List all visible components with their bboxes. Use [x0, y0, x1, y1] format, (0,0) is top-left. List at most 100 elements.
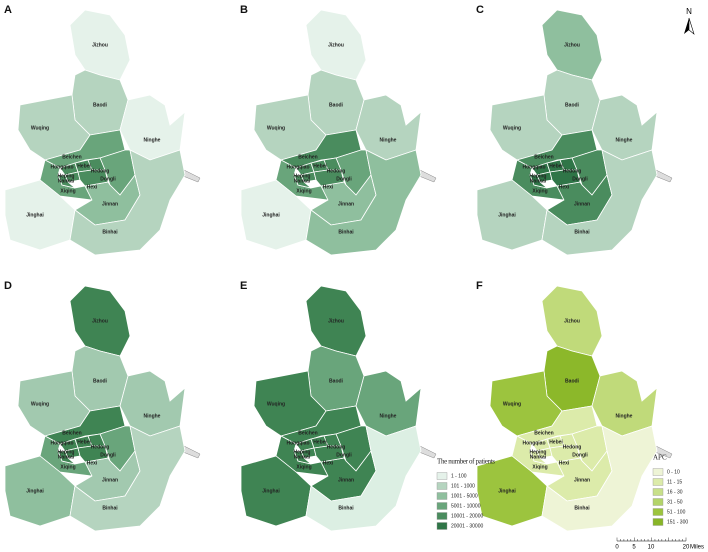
- district-label: Nankai: [58, 454, 75, 460]
- district: [313, 445, 345, 463]
- district-label: Wuqing: [503, 401, 521, 407]
- district-label: Hebei: [77, 439, 91, 445]
- legend-swatch: [652, 478, 664, 486]
- north-arrow: N: [684, 7, 695, 35]
- district-label: Wuqing: [31, 401, 49, 407]
- district-label: Hedong: [91, 168, 110, 174]
- district-label: Hedong: [327, 444, 346, 450]
- district-label: Hebei: [77, 163, 91, 169]
- scale-label: 10: [648, 545, 655, 551]
- map-panel: C Jizhou Baodi Wuqing Ninghe Beichen Xiqing Don…: [476, 4, 673, 256]
- legend-label: 101 - 1000: [451, 483, 475, 489]
- district-label: Dongli: [100, 452, 116, 458]
- district-label: Baodi: [93, 378, 108, 384]
- district-label: Binhai: [574, 229, 590, 235]
- legend-swatch: [652, 468, 664, 476]
- legend-swatch: [652, 518, 664, 526]
- panel-letter: E: [240, 280, 247, 292]
- district-label: Ninghe: [616, 413, 633, 419]
- district-label: Heping: [530, 173, 547, 179]
- map-panel: D Jizhou Baodi Wuqing Ninghe Beichen Xiqing Don…: [4, 280, 201, 532]
- district: [77, 445, 109, 463]
- district-label: Binhai: [102, 229, 118, 235]
- district-label: Xiqing: [296, 464, 311, 470]
- district-label: Wuqing: [267, 401, 285, 407]
- district-label: Heping: [294, 449, 311, 455]
- district: [69, 285, 131, 357]
- district-label: Hexi: [87, 184, 98, 190]
- district-label: Binhai: [338, 505, 354, 511]
- district-label: Heping: [294, 173, 311, 179]
- district: [69, 425, 186, 532]
- district-label: Wuqing: [267, 125, 285, 131]
- district-label: Hexi: [323, 460, 334, 466]
- district-label: Xiqing: [532, 188, 547, 194]
- district-label: Hexi: [323, 184, 334, 190]
- district-label: Jizhou: [92, 318, 108, 324]
- district-label: Baodi: [565, 378, 580, 384]
- map-panel: E Jizhou Baodi Wuqing Ninghe Beichen Xiqing Don…: [240, 280, 437, 532]
- district-label: Beichen: [62, 430, 81, 436]
- district-label: Baodi: [329, 102, 344, 108]
- map-panel: A Jizhou Baodi Wuqing Ninghe Beichen Xiqing Don…: [4, 4, 201, 256]
- district: [293, 174, 312, 189]
- district-label: Jizhou: [564, 42, 580, 48]
- district: [313, 169, 345, 187]
- district: [305, 9, 367, 81]
- district: [549, 169, 581, 187]
- district-label: Hongqiao: [50, 164, 73, 170]
- district-label: Hexi: [87, 460, 98, 466]
- legend-swatch: [436, 522, 448, 530]
- legend: The number of patients 1 - 100 101 - 1000 1…: [436, 458, 495, 530]
- legend-title: APC: [653, 454, 667, 462]
- district-label: Beichen: [534, 154, 553, 160]
- legend-swatch: [652, 508, 664, 516]
- district-label: Binhai: [102, 505, 118, 511]
- legend-swatch: [436, 492, 448, 500]
- district-label: Jinghai: [262, 488, 280, 494]
- district-label: Wuqing: [503, 125, 521, 131]
- district-label: Jinghai: [262, 212, 280, 218]
- panel-letter: D: [4, 280, 12, 292]
- district-label: Nankai: [530, 178, 547, 184]
- district-label: Jinghai: [26, 488, 44, 494]
- scale-label: 0: [615, 545, 619, 551]
- district-label: Heping: [58, 449, 75, 455]
- district: [541, 425, 658, 532]
- district-label: Dongli: [572, 176, 588, 182]
- district-label: Dongli: [100, 176, 116, 182]
- map-panel: F Jizhou Baodi Wuqing Ninghe Beichen Xiqing Don…: [476, 280, 673, 532]
- north-arrow-left: [684, 18, 689, 34]
- district-label: Heping: [58, 173, 75, 179]
- district-label: Hexi: [559, 460, 570, 466]
- district-label: Heping: [530, 449, 547, 455]
- district-label: Xiqing: [532, 464, 547, 470]
- legend-swatch: [436, 472, 448, 480]
- district: [305, 285, 367, 357]
- legend-swatch: [652, 498, 664, 506]
- district-label: Beichen: [298, 430, 317, 436]
- district: [529, 450, 548, 465]
- panel-letter: A: [4, 4, 12, 16]
- district-label: Jinnan: [102, 201, 118, 207]
- district-label: Xiqing: [60, 188, 75, 194]
- district: [541, 149, 658, 256]
- district-label: Hebei: [549, 163, 563, 169]
- district-label: Wuqing: [31, 125, 49, 131]
- district-label: Jinnan: [102, 477, 118, 483]
- district-label: Jinnan: [574, 201, 590, 207]
- district-label: Ninghe: [144, 413, 161, 419]
- district-label: Jinnan: [574, 477, 590, 483]
- district-label: Hebei: [549, 439, 563, 445]
- district-label: Baodi: [329, 378, 344, 384]
- legend-label: 1 - 100: [451, 473, 467, 479]
- district-label: Nankai: [58, 178, 75, 184]
- district-label: Jizhou: [328, 42, 344, 48]
- district: [529, 174, 548, 189]
- legend-title: The number of patients: [437, 458, 495, 466]
- district-label: Nankai: [294, 454, 311, 460]
- district-label: Hongqiao: [522, 164, 545, 170]
- district-label: Ninghe: [380, 137, 397, 143]
- legend-label: 20001 - 30000: [451, 523, 483, 529]
